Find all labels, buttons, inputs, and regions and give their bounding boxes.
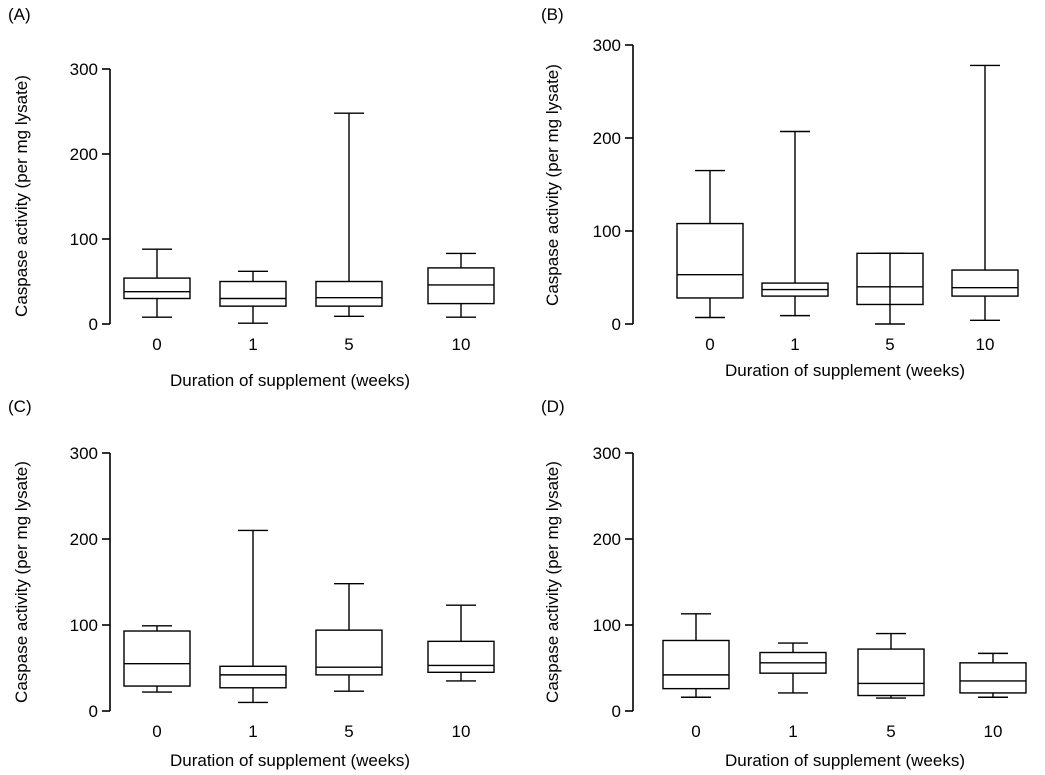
y-axis-label: Caspase activity (per mg lysate)	[543, 64, 562, 306]
x-axis-label: Duration of supplement (weeks)	[725, 751, 965, 770]
panel-label: (C)	[8, 397, 32, 416]
box-plot-5	[315, 112, 383, 318]
box-plot-1	[219, 529, 287, 704]
x-axis-label: Duration of supplement (weeks)	[170, 371, 410, 390]
x-tick-label: 5	[344, 335, 353, 354]
iqr-box	[427, 640, 495, 674]
y-tick-label: 300	[70, 60, 98, 79]
x-tick-label: 10	[452, 722, 471, 741]
box-plot-5	[857, 632, 925, 699]
box-plot-10	[427, 252, 495, 318]
x-tick-label: 1	[788, 722, 797, 741]
panel-label: (A)	[8, 5, 31, 24]
y-tick-label: 100	[70, 230, 98, 249]
y-tick-label: 100	[70, 616, 98, 635]
iqr-box	[857, 648, 925, 697]
iqr-box	[959, 662, 1027, 694]
y-tick-label: 300	[70, 444, 98, 463]
y-axis-label: Caspase activity (per mg lysate)	[543, 461, 562, 703]
box-plot-1	[761, 130, 829, 317]
iqr-box	[662, 639, 730, 690]
x-tick-label: 5	[344, 722, 353, 741]
iqr-box	[123, 630, 191, 687]
x-tick-label: 10	[452, 335, 471, 354]
x-tick-label: 1	[248, 335, 257, 354]
box-plot-0	[123, 248, 191, 318]
y-tick-label: 0	[612, 315, 621, 334]
y-tick-label: 0	[89, 315, 98, 334]
x-tick-label: 1	[790, 335, 799, 354]
y-tick-label: 200	[593, 530, 621, 549]
y-axis-label: Caspase activity (per mg lysate)	[12, 75, 31, 317]
y-axis-label: Caspase activity (per mg lysate)	[12, 461, 31, 703]
x-tick-label: 5	[886, 722, 895, 741]
y-tick-label: 200	[70, 145, 98, 164]
box-plot-1	[759, 642, 827, 694]
iqr-box	[315, 280, 383, 307]
iqr-box	[123, 277, 191, 300]
x-axis-label: Duration of supplement (weeks)	[725, 361, 965, 380]
box-plot-1	[219, 270, 287, 324]
x-tick-label: 0	[691, 722, 700, 741]
y-tick-label: 200	[593, 129, 621, 148]
box-plot-10	[959, 652, 1027, 698]
x-tick-label: 10	[976, 335, 995, 354]
y-tick-label: 300	[593, 444, 621, 463]
x-tick-label: 10	[984, 722, 1003, 741]
iqr-box	[219, 665, 287, 689]
box-plot-10	[951, 64, 1019, 321]
box-plot-10	[427, 604, 495, 682]
box-plot-0	[662, 613, 730, 698]
iqr-box	[676, 222, 744, 299]
x-tick-label: 1	[248, 722, 257, 741]
iqr-box	[427, 267, 495, 305]
y-tick-label: 0	[89, 702, 98, 721]
x-tick-label: 0	[152, 335, 161, 354]
y-tick-label: 300	[593, 36, 621, 55]
iqr-box	[219, 280, 287, 307]
box-plot-0	[123, 625, 191, 693]
x-tick-label: 0	[705, 335, 714, 354]
iqr-box	[951, 269, 1019, 297]
y-tick-label: 100	[593, 222, 621, 241]
x-axis-label: Duration of supplement (weeks)	[170, 751, 410, 770]
panel-label: (D)	[541, 397, 565, 416]
y-tick-label: 200	[70, 530, 98, 549]
box-plot-5	[856, 252, 924, 325]
box-plot-0	[676, 169, 744, 319]
x-tick-label: 0	[152, 722, 161, 741]
y-tick-label: 100	[593, 616, 621, 635]
x-tick-label: 5	[885, 335, 894, 354]
y-tick-label: 0	[612, 702, 621, 721]
panel-label: (B)	[541, 5, 564, 24]
iqr-box	[315, 629, 383, 676]
box-plot-5	[315, 583, 383, 692]
